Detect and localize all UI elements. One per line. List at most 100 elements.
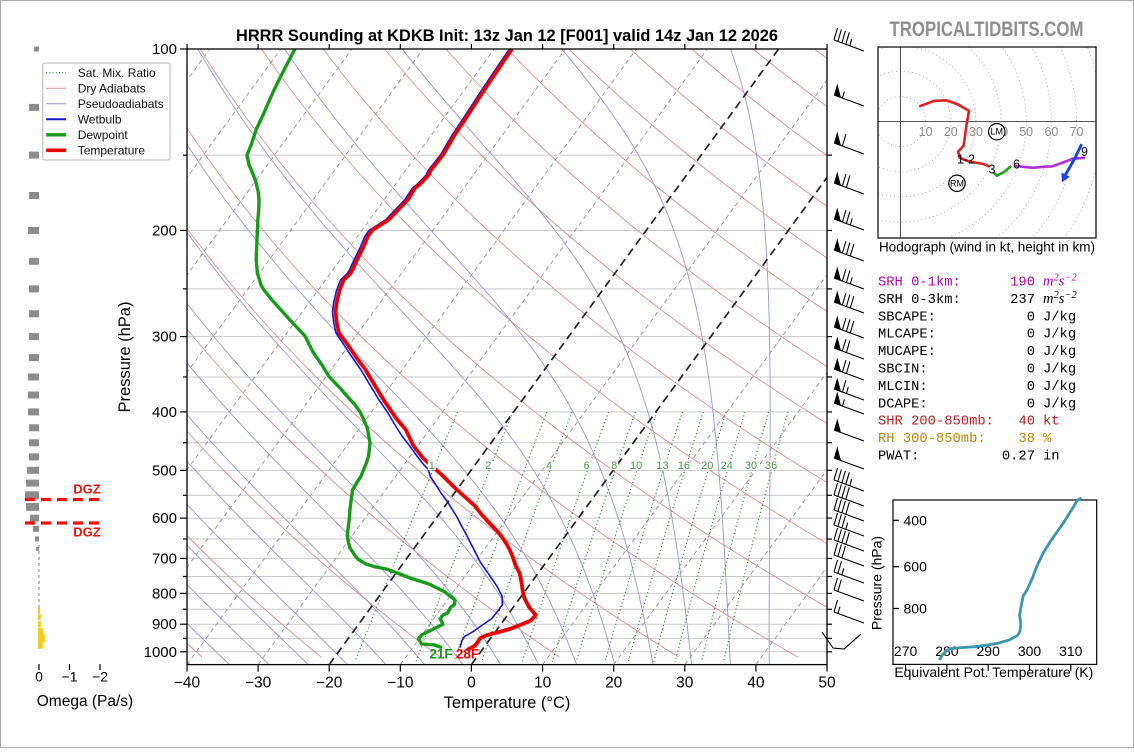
svg-text:DCAPE:: DCAPE: (878, 397, 928, 412)
svg-text:J/kg: J/kg (1043, 379, 1076, 395)
svg-text:0: 0 (35, 669, 43, 685)
svg-text:38: 38 (1018, 432, 1035, 447)
svg-text:SRH 0-1km:: SRH 0-1km: (878, 275, 961, 291)
svg-text:−20: −20 (316, 675, 343, 692)
svg-text:−10: −10 (387, 675, 414, 692)
svg-text:500: 500 (152, 462, 177, 479)
svg-text:Pressure (hPa): Pressure (hPa) (116, 302, 134, 413)
svg-text:MUCAPE:: MUCAPE: (878, 345, 936, 360)
svg-text:RM: RM (950, 178, 964, 188)
svg-text:6: 6 (1013, 158, 1020, 172)
svg-text:700: 700 (152, 550, 177, 567)
svg-text:50: 50 (1019, 125, 1033, 139)
svg-text:J/kg: J/kg (1043, 344, 1076, 360)
svg-text:J/kg: J/kg (1043, 362, 1076, 378)
svg-text:Omega (Pa/s): Omega (Pa/s) (37, 693, 133, 710)
svg-text:Pseudoadiabats: Pseudoadiabats (78, 97, 164, 111)
svg-text:MLCIN:: MLCIN: (878, 380, 928, 395)
svg-text:30: 30 (745, 460, 757, 472)
svg-text:Pressure (hPa): Pressure (hPa) (868, 536, 884, 630)
svg-text:30: 30 (676, 675, 694, 692)
svg-text:13: 13 (656, 460, 668, 472)
svg-text:30: 30 (969, 125, 983, 139)
svg-text:−40: −40 (174, 675, 201, 692)
svg-text:20: 20 (605, 675, 623, 692)
svg-text:0: 0 (1027, 397, 1035, 412)
svg-text:1000: 1000 (144, 644, 177, 661)
svg-text:40: 40 (1018, 415, 1035, 430)
svg-text:36: 36 (765, 460, 777, 472)
svg-text:70: 70 (1070, 125, 1084, 139)
svg-text:20: 20 (701, 460, 713, 472)
svg-text:2: 2 (485, 460, 491, 472)
svg-text:400: 400 (904, 512, 928, 528)
svg-text:600: 600 (904, 559, 928, 575)
svg-text:SRH 0-3km:: SRH 0-3km: (878, 292, 961, 308)
svg-text:Equivalent Pot. Temperature (K: Equivalent Pot. Temperature (K) (894, 664, 1093, 680)
svg-text:1: 1 (429, 460, 435, 472)
svg-text:TROPICALTIDBITS.COM: TROPICALTIDBITS.COM (890, 18, 1084, 41)
svg-text:50: 50 (818, 675, 836, 692)
svg-text:Sat. Mix. Ratio: Sat. Mix. Ratio (78, 66, 156, 80)
svg-text:0: 0 (1027, 345, 1035, 360)
svg-text:0.27: 0.27 (1002, 450, 1035, 465)
svg-text:600: 600 (152, 510, 177, 527)
svg-text:0: 0 (1027, 363, 1035, 378)
svg-text:1-2: 1-2 (957, 153, 975, 167)
svg-text:10: 10 (534, 675, 552, 692)
svg-text:21F: 21F (429, 647, 452, 662)
svg-text:8: 8 (611, 460, 617, 472)
svg-text:10: 10 (630, 460, 642, 472)
svg-text:0: 0 (467, 675, 476, 692)
svg-text:800: 800 (904, 601, 928, 617)
svg-text:24: 24 (721, 460, 733, 472)
svg-text:400: 400 (152, 404, 177, 421)
svg-text:270: 270 (894, 643, 918, 659)
svg-text:0: 0 (1027, 310, 1035, 325)
svg-text:Hodograph (wind in kt, height: Hodograph (wind in kt, height in km) (879, 240, 1095, 255)
svg-text:0: 0 (1027, 328, 1035, 343)
svg-text:HRRR Sounding at KDKB Init: 13: HRRR Sounding at KDKB Init: 13z Jan 12 [… (236, 26, 778, 45)
svg-text:−30: −30 (245, 675, 272, 692)
svg-text:10: 10 (919, 125, 933, 139)
svg-text:J/kg: J/kg (1043, 327, 1076, 343)
svg-text:Temperature: Temperature (78, 144, 146, 158)
svg-text:kt: kt (1043, 414, 1060, 430)
svg-text:LM: LM (991, 127, 1004, 137)
svg-text:J/kg: J/kg (1043, 396, 1076, 412)
svg-text:DGZ: DGZ (73, 525, 101, 540)
svg-text:SBCIN:: SBCIN: (878, 363, 928, 378)
svg-text:300: 300 (1018, 643, 1042, 659)
svg-text:16: 16 (678, 460, 690, 472)
svg-text:DGZ: DGZ (73, 482, 101, 497)
svg-text:Wetbulb: Wetbulb (78, 113, 122, 127)
svg-text:900: 900 (152, 616, 177, 633)
svg-text:20: 20 (944, 125, 958, 139)
svg-text:J/kg: J/kg (1043, 309, 1076, 325)
svg-text:60: 60 (1044, 125, 1058, 139)
svg-text:Dewpoint: Dewpoint (78, 128, 129, 142)
svg-text:in: in (1043, 449, 1060, 465)
svg-text:800: 800 (152, 585, 177, 602)
svg-text:6: 6 (584, 460, 590, 472)
svg-text:−1: −1 (62, 669, 78, 685)
svg-text:%: % (1043, 432, 1052, 447)
svg-text:9: 9 (1081, 145, 1088, 159)
svg-text:SBCAPE:: SBCAPE: (878, 310, 936, 325)
svg-text:Dry Adiabats: Dry Adiabats (78, 81, 146, 95)
svg-text:−2: −2 (92, 669, 108, 685)
svg-text:SHR 200-850mb:: SHR 200-850mb: (878, 414, 994, 430)
svg-text:0: 0 (1027, 380, 1035, 395)
svg-text:40: 40 (747, 675, 765, 692)
svg-text:4: 4 (546, 460, 552, 472)
svg-text:190: 190 (1010, 276, 1035, 291)
svg-text:3: 3 (989, 163, 996, 177)
svg-text:100: 100 (152, 41, 177, 58)
svg-text:28F: 28F (456, 647, 479, 662)
svg-text:237: 237 (1010, 293, 1035, 308)
svg-text:MLCAPE:: MLCAPE: (878, 328, 936, 343)
svg-text:RH 300-850mb:: RH 300-850mb: (878, 431, 986, 447)
svg-text:Temperature (°C): Temperature (°C) (444, 694, 571, 712)
svg-text:200: 200 (152, 222, 177, 239)
svg-text:300: 300 (152, 329, 177, 346)
